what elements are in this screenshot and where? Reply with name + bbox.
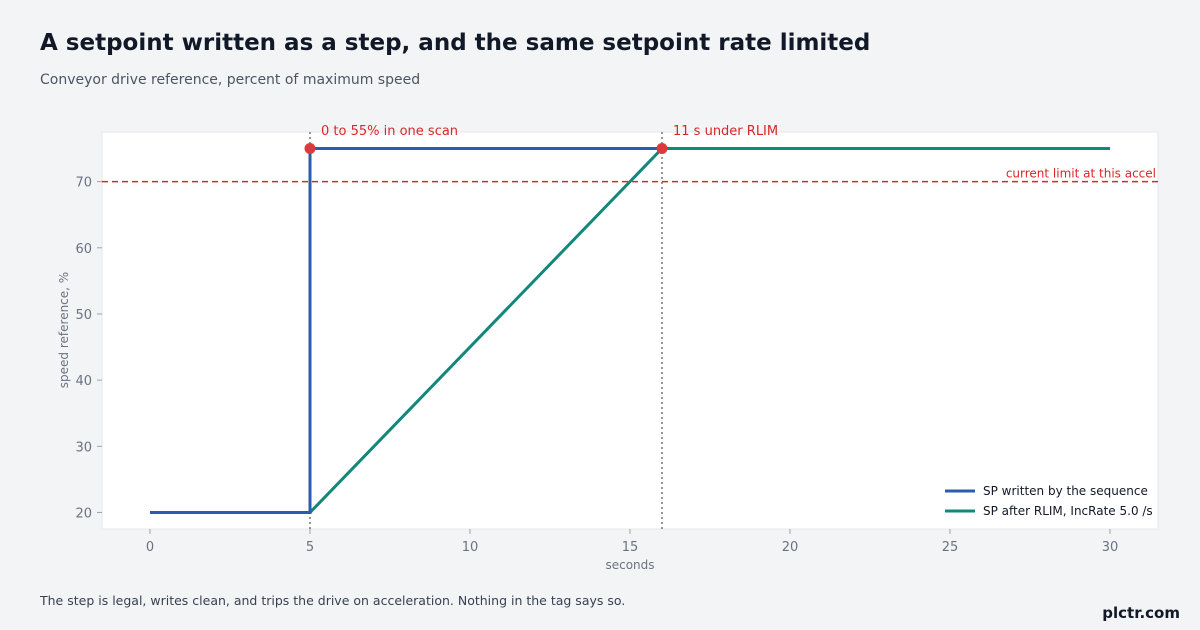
- chart-subtitle: Conveyor drive reference, percent of max…: [40, 72, 421, 88]
- y-tick-label-5: 70: [75, 176, 92, 191]
- legend-label-1: SP after RLIM, IncRate 5.0 /s: [983, 504, 1153, 518]
- y-tick-label-1: 30: [75, 440, 92, 455]
- y-tick-label-2: 40: [75, 374, 92, 389]
- y-axis-label: speed reference, %: [57, 272, 71, 388]
- event-marker-1: [656, 143, 668, 155]
- y-tick-label-3: 50: [75, 308, 92, 323]
- x-tick-label-5: 25: [942, 540, 959, 555]
- x-tick-label-2: 10: [462, 540, 479, 555]
- series-layer: [150, 147, 1110, 514]
- x-tick-label-1: 5: [306, 540, 314, 555]
- event-marker-0: [304, 143, 316, 155]
- chart-title: A setpoint written as a step, and the sa…: [40, 30, 871, 56]
- series-line-0: [150, 147, 662, 514]
- y-tick-label-4: 60: [75, 242, 92, 257]
- annotation-layer: 0 to 55% in one scan 11 s under RLIM: [321, 124, 778, 139]
- annotation-1: 11 s under RLIM: [673, 124, 778, 139]
- x-axis-label: seconds: [605, 558, 654, 572]
- legend-label-0: SP written by the sequence: [983, 484, 1148, 498]
- x-tick-label-0: 0: [146, 540, 154, 555]
- brand-logo: plctr.com: [1102, 604, 1180, 622]
- legend: SP written by the sequence SP after RLIM,…: [945, 484, 1153, 518]
- x-tick-label-3: 15: [622, 540, 639, 555]
- x-tick-label-4: 20: [782, 540, 799, 555]
- plot-area: [101, 131, 1159, 530]
- y-tick-label-0: 20: [75, 506, 92, 521]
- current-limit-label: current limit at this accel: [1006, 167, 1156, 181]
- marker-layer: [304, 143, 668, 155]
- x-axis: 0 5 10 15 20 25 30: [146, 529, 1118, 555]
- x-tick-label-6: 30: [1102, 540, 1119, 555]
- annotation-0: 0 to 55% in one scan: [321, 124, 458, 139]
- reference-layer: current limit at this accel: [102, 167, 1158, 183]
- footnote: The step is legal, writes clean, and tri…: [40, 593, 626, 608]
- y-axis: 20 30 40 50 60 70: [75, 176, 102, 521]
